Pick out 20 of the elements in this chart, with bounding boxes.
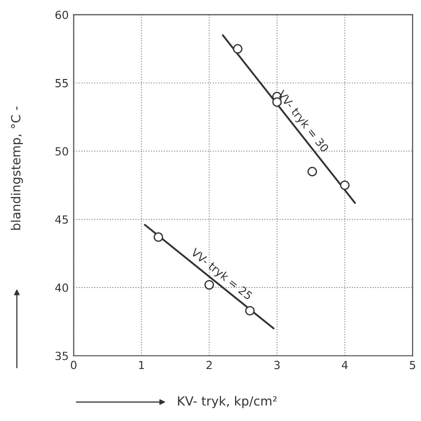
y-tick-label: 55 — [56, 79, 68, 88]
point — [232, 44, 242, 54]
y-tick-label: 40 — [55, 284, 68, 292]
x-tick-label: 4 — [342, 360, 348, 370]
point — [245, 306, 255, 316]
x-axis-title: KV- tryk, kp/cm² — [178, 396, 277, 408]
x-tick-label: 2 — [206, 360, 212, 370]
y-tick-label: 60 — [55, 10, 68, 20]
y-tick-label: 35 — [56, 352, 68, 360]
x-tick-label: 5 — [410, 360, 416, 370]
y-axis-title: blandingstemp, °C - — [10, 106, 23, 230]
point — [204, 280, 214, 290]
point — [154, 232, 164, 242]
x-tick-label: 1 — [139, 360, 144, 370]
point — [340, 180, 350, 190]
point — [307, 166, 318, 176]
x-tick-label: 3 — [274, 360, 280, 370]
y-tick-label: 45 — [55, 215, 68, 224]
x-tick-label: 0 — [70, 360, 76, 370]
y-tick-label: 50 — [56, 147, 68, 156]
